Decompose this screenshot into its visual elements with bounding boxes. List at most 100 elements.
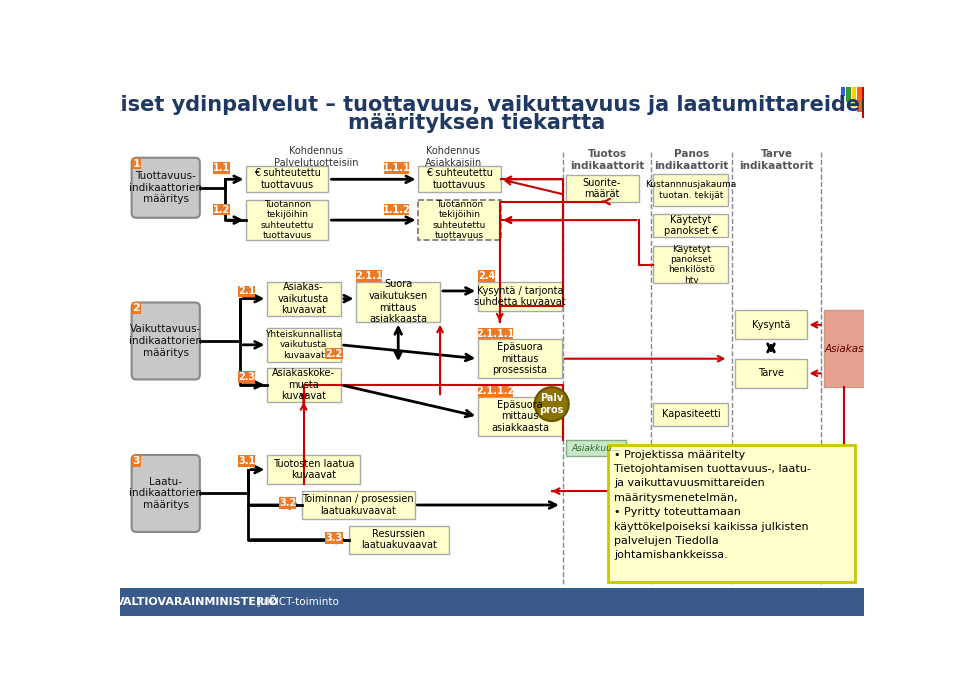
Bar <box>653 214 729 237</box>
Text: Kohdennus
Palvelutuotteisiin: Kohdennus Palvelutuotteisiin <box>274 146 358 167</box>
Text: 1: 1 <box>132 158 140 169</box>
Text: Epäsuora
mittaus
prosessista: Epäsuora mittaus prosessista <box>492 342 547 375</box>
Text: Käytetyt
panokset
henkilöstö
htv: Käytetyt panokset henkilöstö htv <box>668 245 714 285</box>
Bar <box>419 166 500 192</box>
Bar <box>846 87 851 102</box>
Text: 3.1: 3.1 <box>238 456 255 466</box>
Text: 1.1.1: 1.1.1 <box>383 163 410 173</box>
Bar <box>857 87 862 112</box>
Text: määrityksen tiekartta: määrityksen tiekartta <box>348 113 605 133</box>
Text: Kapasiteetti: Kapasiteetti <box>661 409 721 419</box>
Text: Tarve
indikaattorit: Tarve indikaattorit <box>739 149 814 171</box>
Text: Käytetyt
panokset €: Käytetyt panokset € <box>664 215 718 236</box>
Bar <box>734 310 806 340</box>
Text: Vaikuttavuus-
indikaattorien
määritys: Vaikuttavuus- indikaattorien määritys <box>130 325 203 358</box>
Text: 2.2: 2.2 <box>325 349 343 358</box>
Bar <box>383 204 410 215</box>
Text: Yhteiskunnallista
vaikutusta
kuvaavat: Yhteiskunnallista vaikutusta kuvaavat <box>265 330 342 360</box>
Text: Tuotosten laatua
kuvaavat: Tuotosten laatua kuvaavat <box>273 459 354 480</box>
Bar <box>419 200 500 240</box>
Bar <box>238 286 255 297</box>
Text: 1.1.2: 1.1.2 <box>383 205 410 215</box>
Text: 2.1: 2.1 <box>238 286 255 296</box>
Bar <box>565 176 639 201</box>
FancyBboxPatch shape <box>132 158 200 218</box>
Text: 3: 3 <box>132 456 140 466</box>
Text: Suorite-
määrät: Suorite- määrät <box>583 178 621 199</box>
Bar <box>653 174 729 206</box>
Text: Panos
indikaattorit: Panos indikaattorit <box>655 149 729 171</box>
Circle shape <box>535 388 568 421</box>
Bar <box>302 491 415 519</box>
Bar <box>213 163 230 174</box>
Bar <box>653 246 729 283</box>
Bar <box>356 282 440 322</box>
Bar <box>653 403 729 426</box>
Bar <box>356 270 382 282</box>
Bar <box>478 328 513 340</box>
Bar <box>609 445 854 582</box>
Bar <box>247 166 328 192</box>
Text: Asiakaskoke-
musta
kuvaavat: Asiakaskoke- musta kuvaavat <box>273 368 335 401</box>
Bar <box>478 340 562 378</box>
Text: Tarve: Tarve <box>758 368 784 379</box>
Bar <box>267 455 360 484</box>
Text: Suora
vaikutuksen
mittaus
asiakkaasta: Suora vaikutuksen mittaus asiakkaasta <box>369 280 428 324</box>
Bar <box>852 87 856 107</box>
Text: 2.3: 2.3 <box>238 372 255 382</box>
Text: 2.1.1.2: 2.1.1.2 <box>476 386 515 397</box>
FancyBboxPatch shape <box>132 455 200 532</box>
Text: Tuottavuus-
indikaattorien
määritys: Tuottavuus- indikaattorien määritys <box>130 171 203 204</box>
Text: € suhteutettu
tuottavuus: € suhteutettu tuottavuus <box>426 168 492 190</box>
Text: JulkICT-toiminto: JulkICT-toiminto <box>257 597 339 607</box>
Text: Kysyntä: Kysyntä <box>752 320 790 330</box>
Bar <box>325 532 343 543</box>
Bar <box>325 348 343 359</box>
Text: Asiakas: Asiakas <box>824 344 864 354</box>
FancyBboxPatch shape <box>132 302 200 379</box>
Bar <box>213 204 230 215</box>
Text: Laatu-
indikaattorien
määritys: Laatu- indikaattorien määritys <box>130 477 203 510</box>
Bar <box>478 385 513 397</box>
Text: • Projektissa määritelty
Tietojohtamisen tuottavuus-, laatu-
ja vaikuttavuusmitt: • Projektissa määritelty Tietojohtamisen… <box>614 450 811 561</box>
Text: Kysyntä / tarjonta
suhdetta kuvaavat: Kysyntä / tarjonta suhdetta kuvaavat <box>474 286 565 307</box>
Bar <box>478 270 495 282</box>
Bar <box>862 87 867 118</box>
Text: Epäsuora
mittaus
asiakkaasta: Epäsuora mittaus asiakkaasta <box>491 400 549 433</box>
Text: VALTIOVARAINMINISTERIÖ: VALTIOVARAINMINISTERIÖ <box>116 597 279 607</box>
Text: 3.2: 3.2 <box>279 498 297 508</box>
Bar <box>238 371 255 383</box>
Text: 2: 2 <box>132 303 140 313</box>
Bar <box>383 163 410 174</box>
Bar <box>247 200 328 240</box>
Bar <box>238 455 255 466</box>
Bar <box>478 282 562 311</box>
Bar <box>478 397 562 436</box>
Text: 2.1.1: 2.1.1 <box>355 271 383 281</box>
Text: Tuotannon
tekijöihin
suhteutettu
tuottavuus: Tuotannon tekijöihin suhteutettu tuottav… <box>261 200 314 240</box>
Bar <box>267 282 341 316</box>
Text: Asiakas-
vaikutusta
kuvaavat: Asiakas- vaikutusta kuvaavat <box>278 282 329 316</box>
Text: Asiakkuu...: Asiakkuu... <box>571 444 620 453</box>
Text: Kohdennus
Asiakkaisiin: Kohdennus Asiakkaisiin <box>424 146 482 167</box>
Bar <box>267 368 341 402</box>
Bar <box>132 158 140 170</box>
Bar <box>278 498 297 509</box>
Text: € suhteutettu
tuottavuus: € suhteutettu tuottavuus <box>254 168 321 190</box>
Text: Palv
pros: Palv pros <box>540 393 564 415</box>
Text: 3.3: 3.3 <box>325 533 343 543</box>
Text: Tuotos
indikaattorit: Tuotos indikaattorit <box>570 149 644 171</box>
Bar <box>120 588 864 616</box>
Text: 2.4: 2.4 <box>478 271 495 281</box>
Bar <box>267 328 341 362</box>
Text: Toiminnan / prosessien
laatuakuvaavat: Toiminnan / prosessien laatuakuvaavat <box>302 494 414 516</box>
Bar <box>734 358 806 388</box>
Text: Kustannnusjakauma
tuotan. tekijät: Kustannnusjakauma tuotan. tekijät <box>645 181 737 200</box>
Bar <box>132 455 140 466</box>
Text: 1.2: 1.2 <box>213 205 230 215</box>
Bar <box>565 439 626 457</box>
Text: Tuotannon
tekijöihin
suhteutettu
tuottavuus: Tuotannon tekijöihin suhteutettu tuottav… <box>433 200 486 240</box>
Bar <box>841 87 846 96</box>
Text: Resurssien
laatuakuvaavat: Resurssien laatuakuvaavat <box>361 529 437 550</box>
Text: Julkiset ydinpalvelut – tuottavuus, vaikuttavuus ja laatumittareiden: Julkiset ydinpalvelut – tuottavuus, vaik… <box>78 95 876 115</box>
